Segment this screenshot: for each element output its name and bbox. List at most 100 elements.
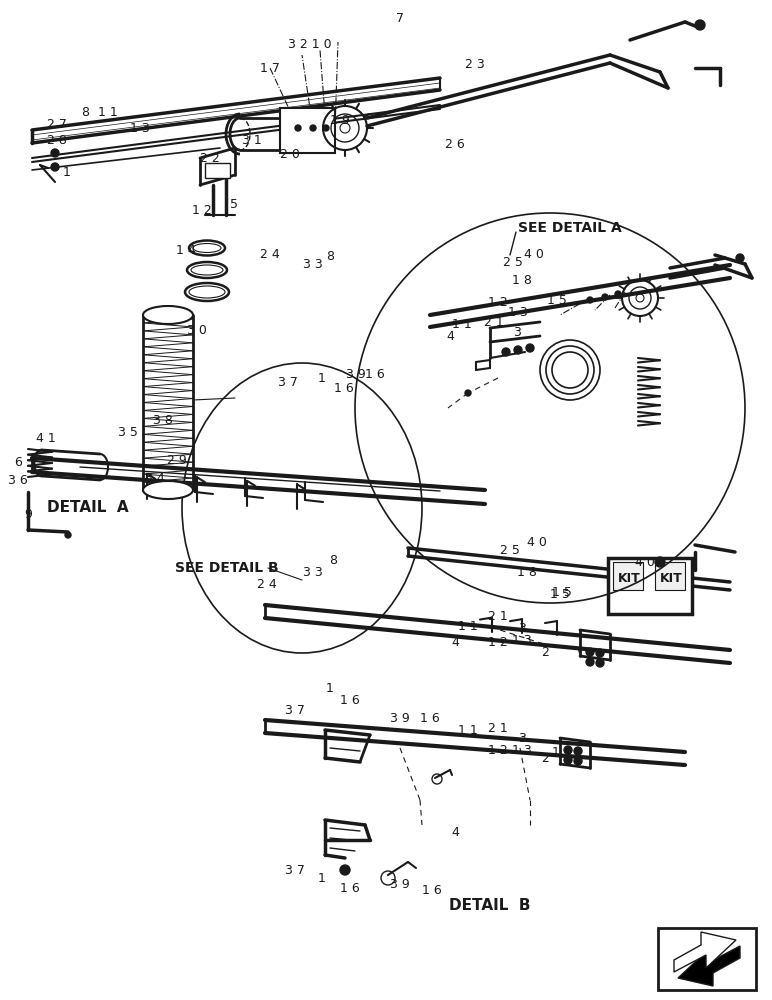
Text: 3: 3 <box>513 326 521 340</box>
Text: 3 0: 3 0 <box>187 324 207 336</box>
Text: DETAIL  B: DETAIL B <box>449 898 531 912</box>
Circle shape <box>574 757 582 765</box>
Circle shape <box>65 532 71 538</box>
Text: 2 9: 2 9 <box>167 454 187 466</box>
Text: KIT: KIT <box>659 572 682 584</box>
Text: 1: 1 <box>326 682 334 694</box>
Text: SEE DETAIL B: SEE DETAIL B <box>175 561 279 575</box>
Text: 1 9: 1 9 <box>330 113 350 126</box>
Text: 4 0: 4 0 <box>635 556 655 568</box>
Text: 2 1: 2 1 <box>488 609 508 622</box>
Circle shape <box>465 390 471 396</box>
Text: 2 0: 2 0 <box>280 148 300 161</box>
Text: 2 5: 2 5 <box>500 544 520 556</box>
Text: 3 8: 3 8 <box>153 414 173 426</box>
Circle shape <box>51 149 59 157</box>
Circle shape <box>615 291 621 297</box>
Text: 4: 4 <box>446 330 454 344</box>
Circle shape <box>655 557 665 567</box>
Circle shape <box>514 346 522 354</box>
Text: 1 2: 1 2 <box>488 744 508 756</box>
Text: 3 9: 3 9 <box>390 879 410 892</box>
Text: 2 3: 2 3 <box>465 58 485 72</box>
Text: 1 6: 1 6 <box>365 367 385 380</box>
Text: DETAIL  A: DETAIL A <box>47 500 129 516</box>
Text: 9: 9 <box>24 508 32 520</box>
Text: 1 2: 1 2 <box>488 637 508 650</box>
Text: 3 2 1 0: 3 2 1 0 <box>288 38 332 51</box>
Text: 2 5: 2 5 <box>503 255 523 268</box>
Text: 2 1: 2 1 <box>488 722 508 734</box>
Text: 1: 1 <box>63 165 71 178</box>
Circle shape <box>587 297 593 303</box>
Text: 1 6: 1 6 <box>340 882 360 894</box>
Circle shape <box>574 747 582 755</box>
Text: 2 4: 2 4 <box>260 248 280 261</box>
Text: 1 6: 1 6 <box>334 381 354 394</box>
Text: 3: 3 <box>518 621 526 635</box>
Text: 3 4: 3 4 <box>145 472 165 485</box>
Text: 1 1: 1 1 <box>452 318 472 330</box>
Text: 2 2: 2 2 <box>200 151 220 164</box>
Text: 1 2: 1 2 <box>488 296 508 310</box>
Text: 1 3: 1 3 <box>512 634 532 647</box>
Text: 3 7: 3 7 <box>285 863 305 876</box>
Text: 4: 4 <box>451 826 459 838</box>
Ellipse shape <box>143 481 193 499</box>
Circle shape <box>586 648 594 656</box>
Circle shape <box>502 348 510 356</box>
Circle shape <box>564 756 572 764</box>
Circle shape <box>51 163 59 171</box>
Text: 1 7: 1 7 <box>260 62 280 75</box>
Text: 1 5: 1 5 <box>552 585 572 598</box>
Text: 1 5: 1 5 <box>552 746 572 758</box>
Circle shape <box>695 20 705 30</box>
Circle shape <box>323 125 329 131</box>
Text: 1 6: 1 6 <box>422 884 442 896</box>
Ellipse shape <box>143 306 193 324</box>
Circle shape <box>586 658 594 666</box>
Text: 1 8: 1 8 <box>517 566 537 578</box>
Circle shape <box>340 865 350 875</box>
Text: 1 4: 1 4 <box>176 243 196 256</box>
Polygon shape <box>678 946 740 986</box>
Text: 3 7: 3 7 <box>278 375 298 388</box>
Text: KIT: KIT <box>618 572 641 584</box>
Circle shape <box>295 125 301 131</box>
Text: 2 6: 2 6 <box>445 138 465 151</box>
Text: 3 3: 3 3 <box>303 566 323 578</box>
Text: 3: 3 <box>518 732 526 744</box>
Text: 2: 2 <box>541 752 549 764</box>
Text: 2 4: 2 4 <box>257 578 277 591</box>
Text: 5: 5 <box>230 198 238 211</box>
Text: 3 7: 3 7 <box>285 704 305 716</box>
Text: 3 5: 3 5 <box>118 426 138 438</box>
Text: 1 6: 1 6 <box>420 712 440 724</box>
Text: 1 3: 1 3 <box>130 121 150 134</box>
Bar <box>205 163 230 178</box>
Circle shape <box>564 746 572 754</box>
Bar <box>613 562 643 590</box>
Circle shape <box>602 294 608 300</box>
Text: 1 8: 1 8 <box>512 273 532 286</box>
Text: 3 9: 3 9 <box>346 367 366 380</box>
Text: 2: 2 <box>541 646 549 658</box>
Text: 2 1: 2 1 <box>484 316 504 328</box>
Text: 8: 8 <box>81 105 89 118</box>
Bar <box>655 562 685 590</box>
Polygon shape <box>674 932 736 972</box>
Circle shape <box>310 125 316 131</box>
Text: 1 3: 1 3 <box>508 306 528 318</box>
Text: 8: 8 <box>326 250 334 263</box>
Text: 1 1: 1 1 <box>98 105 118 118</box>
Circle shape <box>526 344 534 352</box>
Text: 4 1: 4 1 <box>36 432 56 444</box>
Text: 1: 1 <box>318 371 326 384</box>
Text: 3 1: 3 1 <box>242 133 262 146</box>
Circle shape <box>596 659 604 667</box>
Text: 8: 8 <box>329 554 337 566</box>
Text: 4 0: 4 0 <box>524 248 544 261</box>
Text: 4 0: 4 0 <box>527 536 547 548</box>
Text: 7: 7 <box>396 11 404 24</box>
Text: 6: 6 <box>14 456 22 468</box>
